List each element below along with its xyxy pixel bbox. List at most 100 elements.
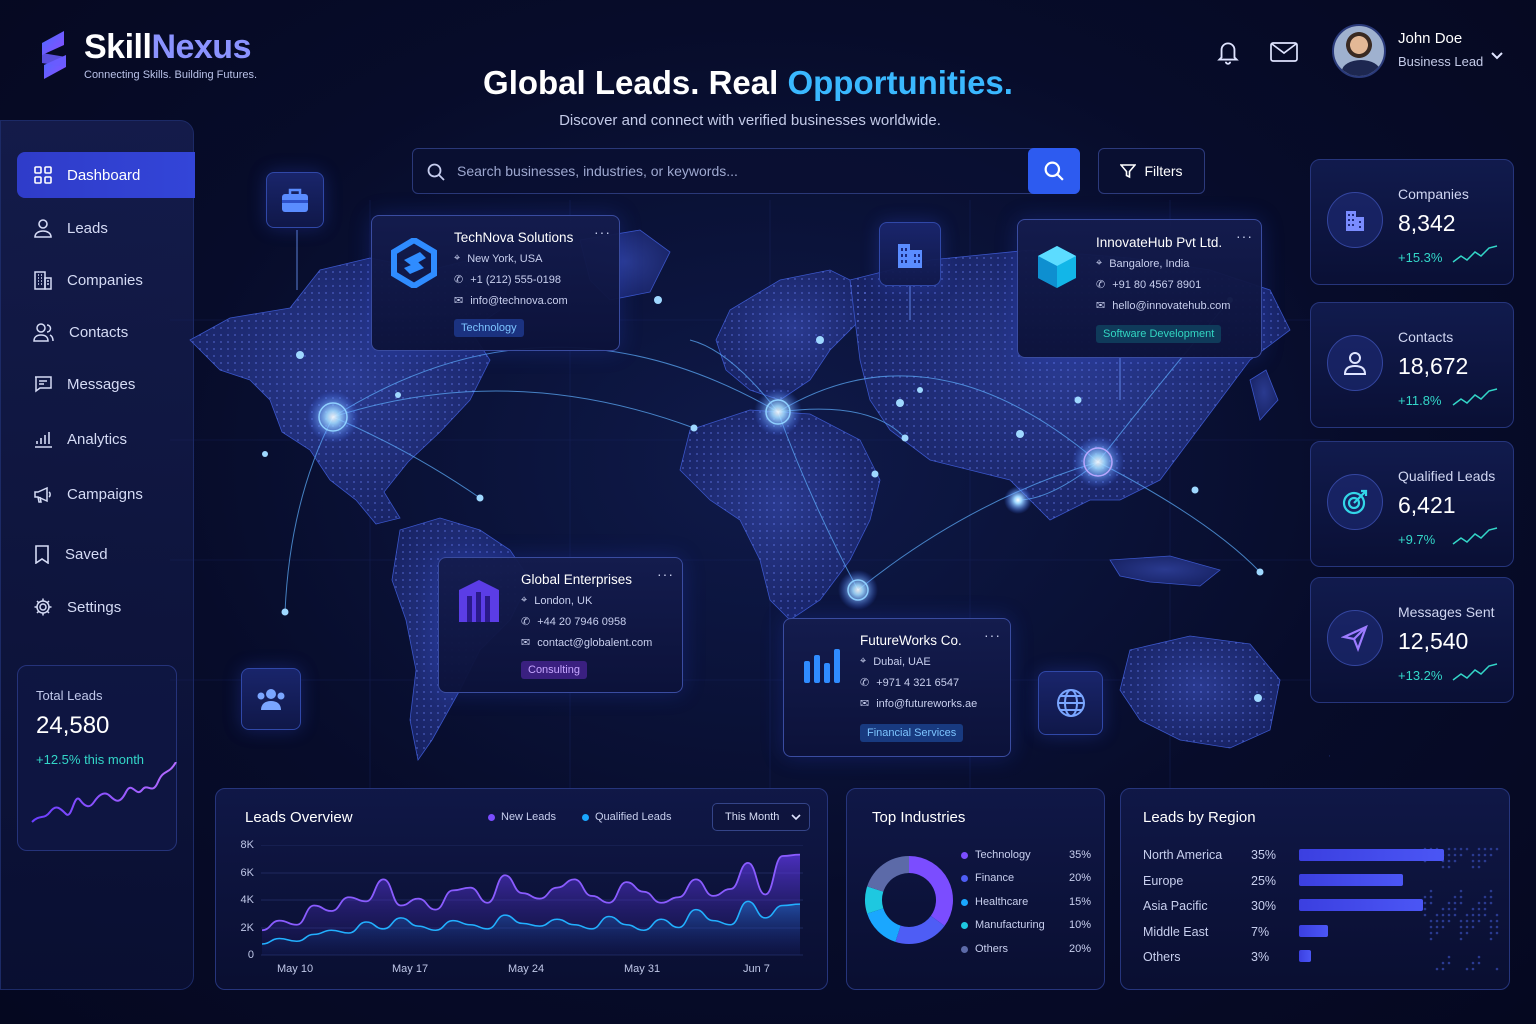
stat-delta: +15.3% (1398, 250, 1443, 265)
sidebar-item-dashboard[interactable]: Dashboard (17, 152, 195, 198)
sidebar-item-saved[interactable]: Saved (17, 531, 195, 577)
grid-icon (34, 166, 52, 184)
y-tick: 6K (240, 867, 254, 879)
team-icon[interactable] (241, 668, 301, 730)
technova-logo-icon (391, 238, 437, 288)
donut-slice-manufacturing[interactable] (865, 886, 884, 914)
company-phone-text: +44 20 7946 0958 (537, 615, 627, 628)
building-icon[interactable] (879, 222, 941, 286)
stat-value: 18,672 (1398, 353, 1469, 379)
total-leads-delta: +12.5% this month (36, 752, 145, 767)
leads-overview-chart[interactable] (261, 845, 803, 957)
sidebar-item-companies[interactable]: Companies (17, 257, 195, 303)
company-email[interactable]: ✉ info@futureworks.ae (860, 697, 977, 711)
sidebar-item-contacts[interactable]: Contacts (17, 309, 195, 355)
industry-row[interactable]: Manufacturing 10% (961, 919, 1091, 931)
company-card-global-enterprises[interactable]: Global Enterprises ··· ⌖ London, UK ✆ +44 … (438, 557, 683, 693)
stat-value: 12,540 (1398, 628, 1469, 654)
stat-label: Contacts (1398, 329, 1454, 345)
page-subtitle: Discover and connect with verified busin… (559, 112, 941, 129)
company-location-text: New York, USA (467, 252, 543, 265)
more-options-icon[interactable]: ··· (657, 566, 674, 582)
mail-icon[interactable] (1268, 36, 1300, 68)
globe-icon[interactable] (1038, 671, 1103, 735)
donut-slice-healthcare[interactable] (867, 908, 901, 942)
user-name: John Doe (1398, 30, 1463, 47)
region-bar[interactable] (1299, 899, 1424, 911)
legend-qualified-leads[interactable]: Qualified Leads (582, 811, 671, 823)
chevron-down-icon[interactable] (1490, 48, 1504, 66)
search-input[interactable] (457, 149, 1017, 193)
company-card-innovatehub[interactable]: InnovateHub Pvt Ltd. ··· ⌖ Bangalore, Ind… (1017, 219, 1262, 358)
trend-up-icon (1452, 527, 1498, 545)
total-leads-card[interactable]: Total Leads 24,580 +12.5% this month (17, 665, 177, 851)
search-button[interactable] (1028, 148, 1080, 194)
more-options-icon[interactable]: ··· (1236, 228, 1253, 244)
sidebar-item-messages[interactable]: Messages (17, 361, 195, 407)
industry-tag[interactable]: Financial Services (860, 724, 964, 742)
brand-name-part1: Skill (84, 28, 152, 66)
industry-tag[interactable]: Consulting (521, 661, 587, 679)
sidebar-item-analytics[interactable]: Analytics (17, 416, 195, 462)
phone-icon: ✆ (1096, 279, 1106, 291)
range-select[interactable]: This Month (712, 803, 810, 831)
region-pct: 7% (1251, 925, 1270, 939)
stat-label: Messages Sent (1398, 604, 1495, 620)
stat-value: 8,342 (1398, 210, 1456, 236)
industry-tag[interactable]: Software Development (1096, 325, 1222, 343)
region-label: Middle East (1143, 925, 1209, 939)
industry-row[interactable]: Technology 35% (961, 849, 1091, 861)
company-card-futureworks[interactable]: FutureWorks Co. ··· ⌖ Dubai, UAE ✆ +971 4 … (783, 618, 1011, 757)
region-bar[interactable] (1299, 874, 1403, 886)
stat-label: Companies (1398, 186, 1469, 202)
company-name: TechNova Solutions (454, 230, 574, 245)
search-bar[interactable] (412, 148, 1080, 194)
briefcase-icon[interactable] (266, 172, 324, 228)
mail-icon: ✉ (1096, 300, 1106, 312)
donut-slice-technology[interactable] (909, 856, 953, 926)
pin-icon: ⌖ (1096, 257, 1103, 269)
user-icon (34, 219, 52, 238)
contacts-icon (33, 323, 54, 342)
legend-new-leads[interactable]: New Leads (488, 811, 556, 823)
region-label: Europe (1143, 874, 1184, 888)
global-enterprises-logo-icon (459, 580, 499, 622)
brand-name-part2: Nexus (151, 28, 251, 66)
region-bar[interactable] (1299, 849, 1444, 861)
sidebar-item-settings[interactable]: Settings (17, 584, 195, 630)
industry-row[interactable]: Healthcare 15% (961, 896, 1091, 908)
stat-card-companies[interactable]: Companies 8,342 +15.3% (1310, 159, 1514, 285)
company-email[interactable]: ✉ info@technova.com (454, 294, 568, 308)
legend-dot (582, 813, 589, 821)
region-bar[interactable] (1299, 925, 1328, 937)
industry-row[interactable]: Finance 20% (961, 872, 1091, 884)
more-options-icon[interactable]: ··· (984, 627, 1001, 643)
company-card-technova[interactable]: TechNova Solutions ··· ⌖ New York, USA ✆ +… (371, 215, 620, 351)
stat-card-messages-sent[interactable]: Messages Sent 12,540 +13.2% (1310, 577, 1514, 703)
range-select-value: This Month (725, 811, 780, 823)
filters-button[interactable]: Filters (1098, 148, 1205, 194)
industry-tag[interactable]: Technology (454, 319, 524, 337)
sidebar-item-label: Analytics (67, 430, 128, 448)
region-bar[interactable] (1299, 950, 1312, 962)
industries-donut-chart[interactable] (863, 851, 955, 949)
mail-icon: ✉ (860, 698, 870, 710)
bell-icon[interactable] (1212, 36, 1244, 68)
donut-slice-others[interactable] (867, 856, 909, 892)
brand-logo[interactable]: SkillNexus Connecting Skills. Building F… (34, 28, 257, 81)
sidebar-item-leads[interactable]: Leads (17, 205, 195, 251)
more-options-icon[interactable]: ··· (594, 224, 611, 240)
sidebar-item-campaigns[interactable]: Campaigns (17, 471, 195, 517)
stat-card-contacts[interactable]: Contacts 18,672 +11.8% (1310, 302, 1514, 428)
panel-title: Top Industries (872, 809, 966, 826)
stat-card-qualified-leads[interactable]: Qualified Leads 6,421 +9.7% (1310, 441, 1514, 567)
donut-slice-finance[interactable] (895, 915, 945, 944)
company-email[interactable]: ✉ contact@globalent.com (521, 636, 652, 650)
avatar[interactable] (1332, 24, 1386, 78)
company-email[interactable]: ✉ hello@innovatehub.com (1096, 299, 1230, 313)
gear-icon (34, 598, 52, 616)
industry-row[interactable]: Others 20% (961, 943, 1091, 955)
bar-chart-icon (35, 432, 52, 448)
new-leads-line (261, 853, 801, 932)
sidebar-item-label: Messages (67, 375, 136, 393)
